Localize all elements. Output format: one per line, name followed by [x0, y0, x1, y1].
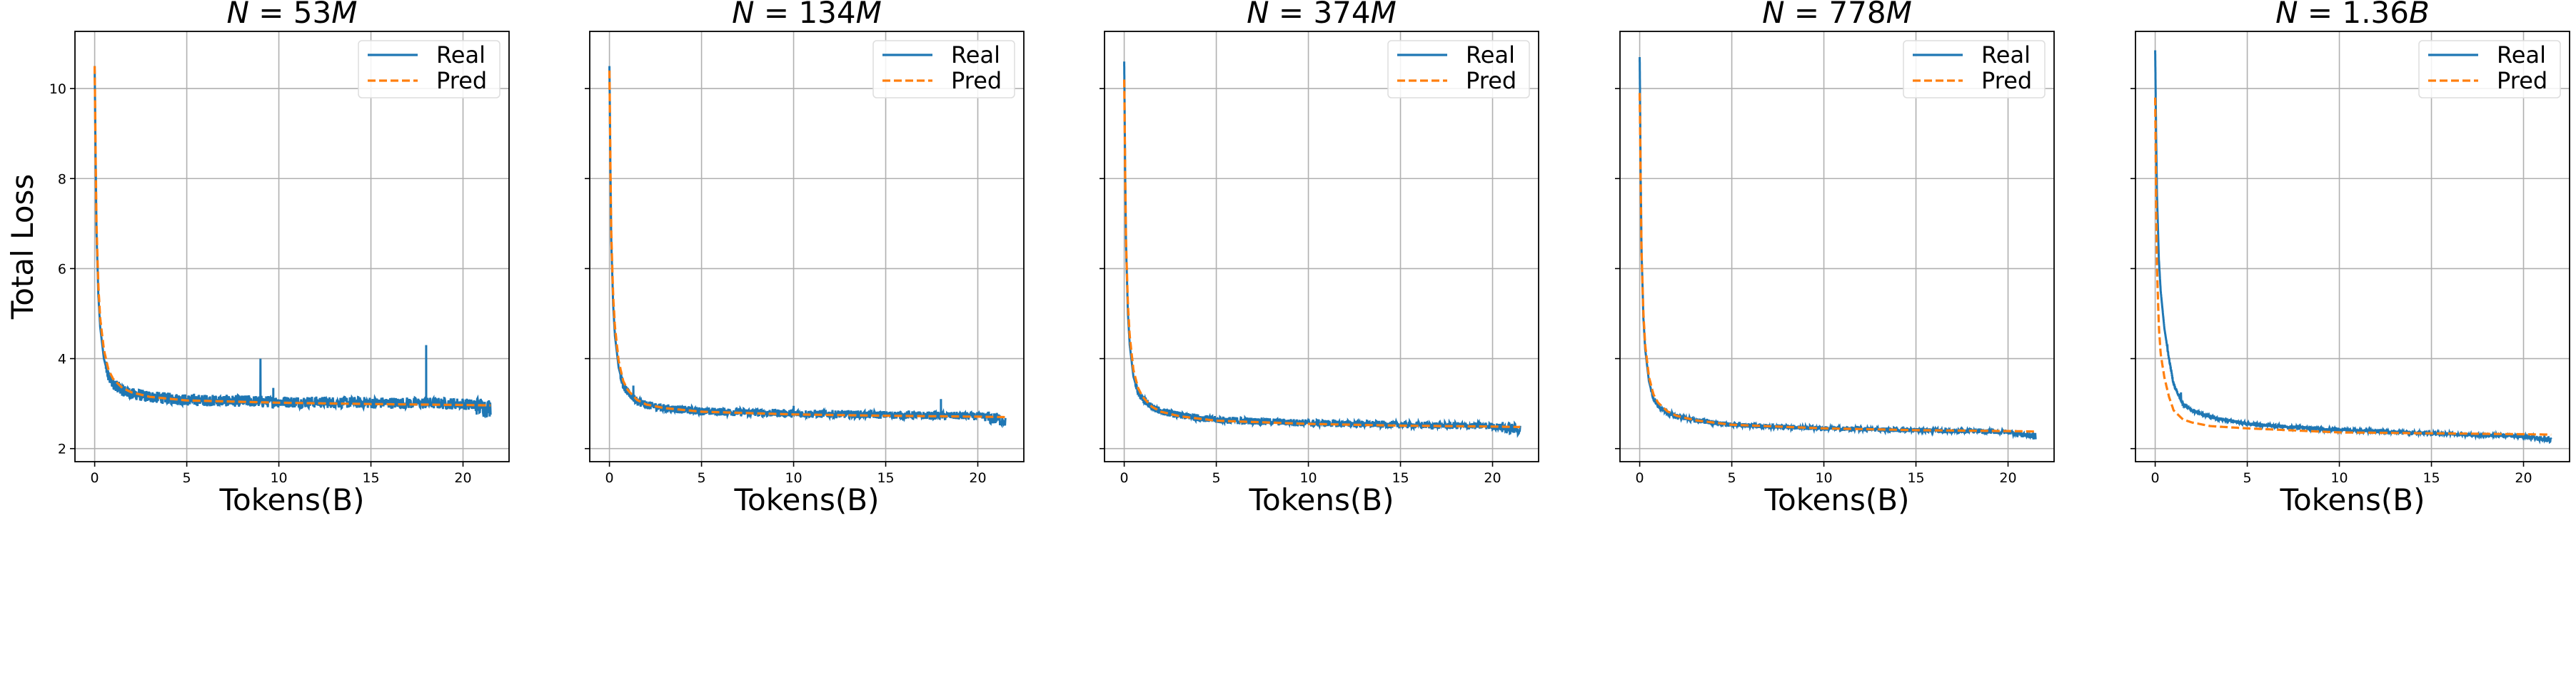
x-tick-label: 15 [877, 470, 894, 486]
x-axis-label: Tokens(B) [219, 482, 365, 517]
series-line-real [1639, 57, 2037, 440]
legend-label-real: Real [436, 41, 485, 69]
legend-label-pred: Pred [1981, 67, 2032, 94]
y-tick-label: 6 [58, 261, 66, 277]
y-tick-label: 4 [58, 352, 66, 367]
x-tick-label: 15 [362, 470, 379, 486]
series-line-real [2154, 50, 2552, 445]
x-tick-label: 5 [1212, 470, 1221, 486]
y-tick-label: 2 [58, 442, 66, 457]
y-axis-label: Total Loss [5, 174, 40, 320]
subplot-1: 0 5 10 15 20 2 4 6 8 10 N = 53M Tokens(B) Total Loss… [5, 0, 510, 517]
series-line-pred [1122, 79, 1521, 429]
legend-label-real: Real [2497, 41, 2546, 69]
series-line-real [1123, 61, 1521, 438]
x-tick-label: 15 [1392, 470, 1409, 486]
x-tick-label: 0 [2151, 470, 2160, 486]
series-line-pred [94, 66, 491, 407]
axes-frame [2135, 31, 2570, 462]
legend-label-real: Real [1981, 41, 2031, 69]
subplot-title: N = 134M [732, 0, 882, 30]
x-tick-label: 0 [1636, 470, 1644, 486]
series-line-pred [608, 70, 1006, 419]
series-line-pred [2154, 97, 2552, 436]
x-tick-label: 0 [1120, 470, 1129, 486]
axes-frame [74, 31, 510, 462]
legend-label-pred: Pred [1466, 67, 1516, 94]
legend-label-pred: Pred [436, 67, 487, 94]
x-tick-label: 5 [183, 470, 191, 486]
x-tick-label: 20 [969, 470, 986, 486]
x-tick-label: 20 [2515, 470, 2532, 486]
x-tick-label: 5 [2243, 470, 2252, 486]
x-tick-label: 10 [270, 470, 287, 486]
x-tick-label: 20 [1484, 470, 1501, 486]
subplot-title: N = 778M [1762, 0, 1912, 30]
series-line-pred [1639, 93, 2036, 433]
subplot-title: N = 374M [1247, 0, 1397, 30]
y-tick-label: 10 [49, 81, 66, 97]
x-tick-label: 5 [698, 470, 706, 486]
legend-label-real: Real [1466, 41, 1515, 69]
series-line-real [94, 66, 492, 419]
x-tick-label: 5 [1728, 470, 1736, 486]
subplot-title: N = 53M [226, 0, 357, 30]
x-tick-label: 20 [454, 470, 471, 486]
x-tick-label: 20 [1999, 470, 2016, 486]
axes-frame [589, 31, 1025, 462]
x-tick-label: 15 [1907, 470, 1924, 486]
legend-label-real: Real [951, 41, 1000, 69]
legend-label-pred: Pred [2497, 67, 2547, 94]
subplot-title: N = 1.36B [2275, 0, 2430, 30]
x-axis-label: Tokens(B) [2280, 482, 2425, 517]
x-tick-label: 0 [91, 470, 99, 486]
x-tick-label: 10 [2330, 470, 2348, 486]
y-tick-label: 8 [58, 171, 66, 187]
x-axis-label: Tokens(B) [734, 482, 880, 517]
axes-frame [1104, 31, 1539, 462]
x-tick-label: 0 [605, 470, 614, 486]
axes-frame [1619, 31, 2055, 462]
legend-label-pred: Pred [951, 67, 1002, 94]
x-axis-label: Tokens(B) [1249, 482, 1394, 517]
x-tick-label: 10 [1299, 470, 1317, 486]
x-tick-label: 15 [2422, 470, 2440, 486]
x-tick-label: 10 [1815, 470, 1832, 486]
series-line-real [608, 66, 1007, 429]
x-tick-label: 10 [785, 470, 802, 486]
x-axis-label: Tokens(B) [1764, 482, 1910, 517]
